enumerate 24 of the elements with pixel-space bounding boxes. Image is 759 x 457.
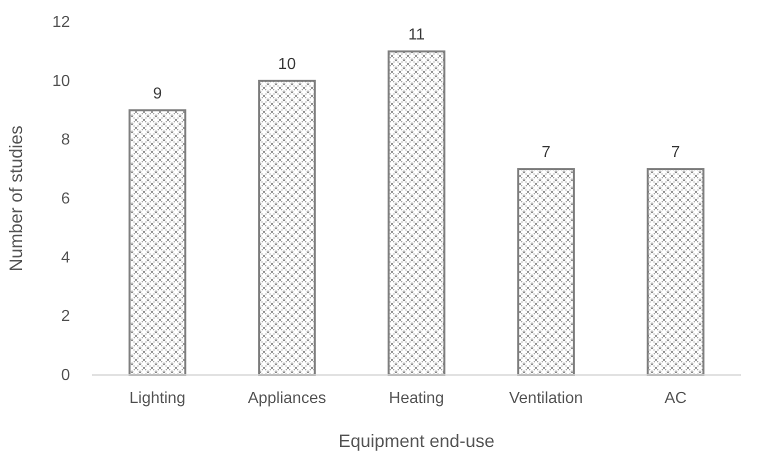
x-tick-label: Lighting xyxy=(129,390,186,407)
y-axis-title: Number of studies xyxy=(6,125,26,272)
x-tick-label: Ventilation xyxy=(509,390,583,407)
y-tick-label: 4 xyxy=(61,249,70,266)
y-tick-label: 2 xyxy=(61,308,70,326)
data-label: 9 xyxy=(152,85,162,102)
x-axis-title: Equipment end-use xyxy=(338,431,495,451)
x-tick-label: AC xyxy=(664,390,687,407)
y-tick-label: 0 xyxy=(61,367,70,384)
bar xyxy=(128,109,186,376)
data-label: 10 xyxy=(278,56,296,73)
y-tick-label: 6 xyxy=(61,190,70,208)
y-tick-label: 10 xyxy=(52,72,70,90)
bar xyxy=(388,50,446,376)
bar xyxy=(258,80,316,376)
bar xyxy=(646,168,704,376)
x-tick-label: Appliances xyxy=(248,390,326,407)
data-label: 11 xyxy=(408,26,425,44)
data-label: 7 xyxy=(671,144,680,162)
y-tick-label: 8 xyxy=(61,132,70,149)
x-tick-label: Heating xyxy=(388,390,444,407)
data-label: 7 xyxy=(542,144,551,162)
bar xyxy=(517,168,575,376)
y-tick-label: 12 xyxy=(52,14,70,31)
